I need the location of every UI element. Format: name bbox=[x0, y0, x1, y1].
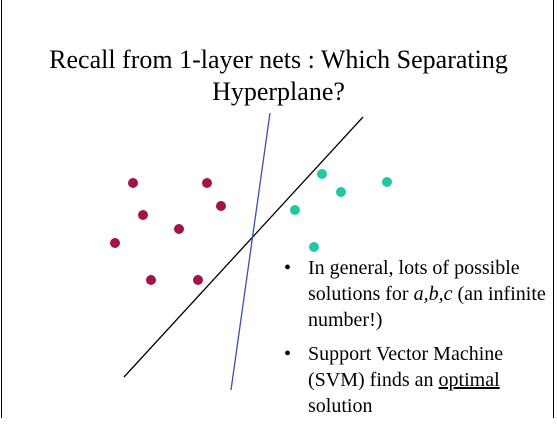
class-a-point bbox=[174, 224, 184, 234]
bullet-list: • In general, lots of possible solutions… bbox=[282, 255, 552, 427]
class-b-point bbox=[290, 205, 300, 215]
bullet-1-text-b: (an infinite number!) bbox=[308, 283, 546, 331]
class-b-point bbox=[317, 169, 327, 179]
class-a-points bbox=[110, 178, 226, 285]
class-a-point bbox=[216, 201, 226, 211]
bullet-2-emph: optimal bbox=[438, 369, 500, 391]
slide-title: Recall from 1-layer nets : Which Separat… bbox=[20, 44, 537, 108]
title-line-2: Hyperplane? bbox=[212, 77, 345, 106]
separating-line-blue bbox=[230, 112, 271, 391]
class-b-points bbox=[290, 169, 392, 252]
class-a-point bbox=[193, 275, 203, 285]
bullet-dot-icon: • bbox=[284, 343, 292, 365]
bullet-1-text-a: In general, lots of possible solutions f… bbox=[308, 257, 520, 305]
bullet-2-text-a: Support Vector Machine (SVM) finds an bbox=[308, 343, 504, 391]
bullet-dot-icon: • bbox=[284, 257, 292, 279]
separating-line-black bbox=[123, 116, 364, 378]
class-a-point bbox=[128, 178, 138, 188]
class-b-point bbox=[382, 177, 392, 187]
title-line-1: Recall from 1-layer nets : Which Separat… bbox=[49, 45, 508, 74]
bullet-item-svm: • Support Vector Machine (SVM) finds an … bbox=[282, 341, 552, 419]
slide-border-right bbox=[553, 0, 554, 418]
class-a-point bbox=[202, 178, 212, 188]
class-a-point bbox=[138, 210, 148, 220]
slide: Recall from 1-layer nets : Which Separat… bbox=[1, 0, 554, 418]
class-b-point bbox=[336, 187, 346, 197]
slide-border-left bbox=[1, 0, 2, 418]
bullet-1-vars: a,b,c bbox=[413, 283, 453, 305]
bullet-2-text-b: solution bbox=[308, 395, 373, 417]
class-a-point bbox=[110, 238, 120, 248]
bullet-item-general-solutions: • In general, lots of possible solutions… bbox=[282, 255, 552, 333]
hyperplane-diagram bbox=[110, 112, 392, 391]
class-a-point bbox=[146, 275, 156, 285]
class-b-point bbox=[309, 242, 319, 252]
